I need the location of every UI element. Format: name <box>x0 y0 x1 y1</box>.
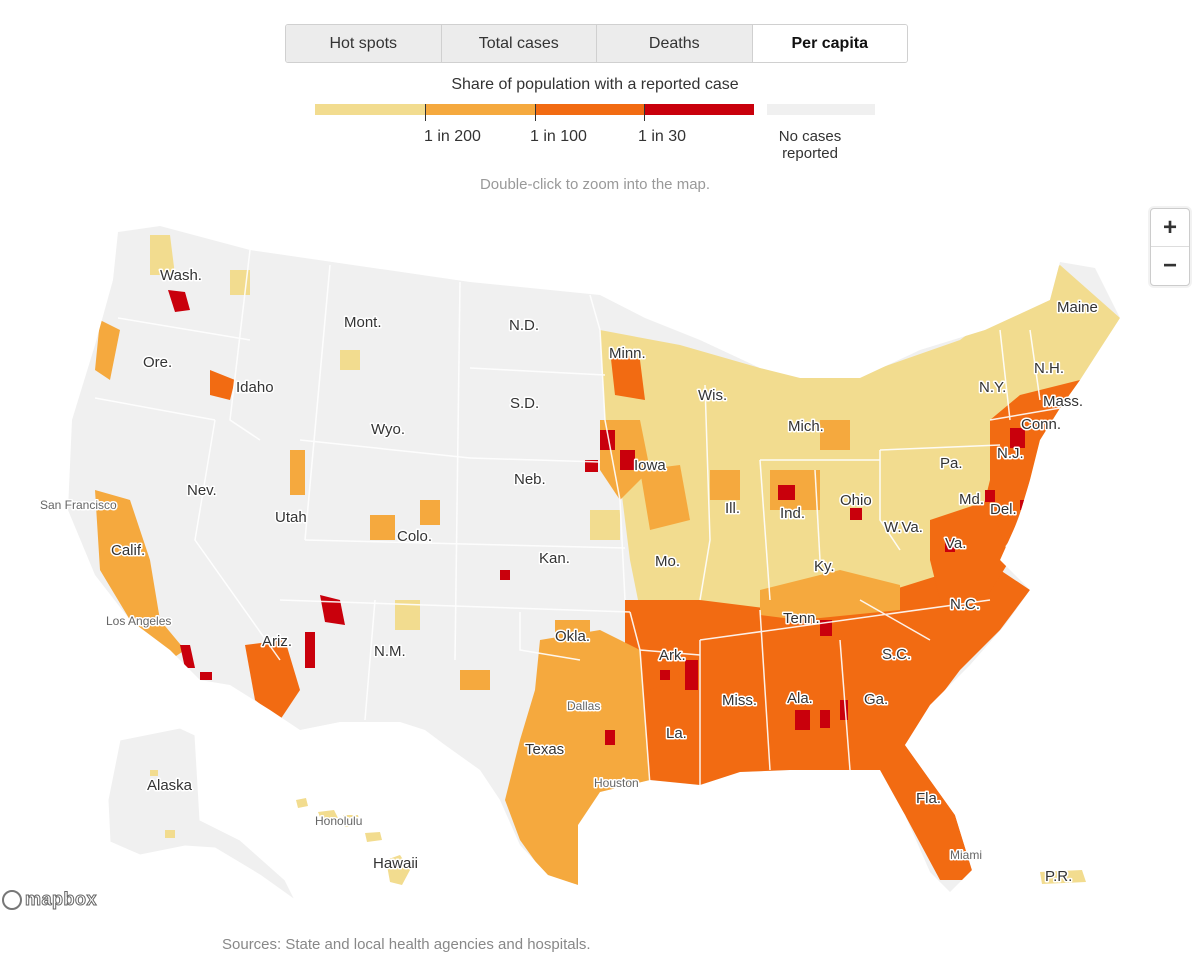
legend-swatch-no-data <box>767 104 875 115</box>
state-label: Va. <box>945 535 966 552</box>
zoom-in-button[interactable]: + <box>1151 209 1189 247</box>
city-label: Honolulu <box>315 814 362 828</box>
state-label: Mont. <box>344 314 382 331</box>
state-label: S.C. <box>882 646 911 663</box>
state-label: N.C. <box>950 596 980 613</box>
state-label: Hawaii <box>373 855 418 872</box>
contiguous-us <box>68 226 1120 892</box>
state-label: Minn. <box>609 345 646 362</box>
source-note: Sources: State and local health agencies… <box>222 936 591 953</box>
legend-title: Share of population with a reported case <box>451 76 739 93</box>
mapbox-logo-text: mapbox <box>24 889 98 910</box>
state-label: Nev. <box>187 482 217 499</box>
state-label: Conn. <box>1021 416 1061 433</box>
state-label: Mo. <box>655 553 680 570</box>
state-label: Utah <box>275 509 307 526</box>
state-label: N.M. <box>374 643 406 660</box>
state-label: N.D. <box>509 317 539 334</box>
state-labels: Wash. Mont. N.D. Minn. Maine Ore. Idaho … <box>110 266 1100 887</box>
legend-no-data-label: No cases reported <box>778 128 842 162</box>
state-label: Kan. <box>539 550 570 567</box>
alaska-region <box>107 727 296 901</box>
state-label: Ky. <box>814 558 835 575</box>
state-label: Ore. <box>143 354 172 371</box>
state-label: Okla. <box>555 628 590 645</box>
state-label: Maine <box>1057 299 1098 316</box>
state-label: Wash. <box>160 267 202 284</box>
zoom-hint: Double-click to zoom into the map. <box>479 176 711 193</box>
state-label: Alaska <box>147 777 193 794</box>
legend-tick <box>425 104 426 121</box>
tab-deaths[interactable]: Deaths <box>597 25 753 62</box>
legend-tick <box>644 104 645 121</box>
legend-tick <box>535 104 536 121</box>
state-label: W.Va. <box>884 519 923 536</box>
state-label: Ind. <box>780 505 805 522</box>
tab-total-cases[interactable]: Total cases <box>441 25 597 62</box>
state-label: Fla. <box>916 790 941 807</box>
state-label: Wyo. <box>371 421 405 438</box>
state-label: N.H. <box>1034 360 1064 377</box>
legend-swatch-high <box>535 104 644 115</box>
city-label: Los Angeles <box>106 614 171 628</box>
state-label: Ariz. <box>262 633 292 650</box>
state-label: Ill. <box>725 500 740 517</box>
state-label: Mass. <box>1043 393 1083 410</box>
state-label: Md. <box>959 491 984 508</box>
hawaii-region <box>296 798 410 885</box>
legend-swatch-highest <box>644 104 754 115</box>
legend-tick-label: 1 in 30 <box>638 128 687 145</box>
state-label: Ark. <box>659 647 686 664</box>
city-label: Miami <box>950 848 982 862</box>
state-label: Ala. <box>787 690 813 707</box>
city-label: San Francisco <box>40 498 117 512</box>
legend-swatch-lowest <box>315 104 425 115</box>
mapbox-logo[interactable]: mapbox <box>2 889 97 910</box>
state-label: P.R. <box>1045 868 1072 885</box>
state-label: Idaho <box>236 379 274 396</box>
city-label: Dallas <box>567 699 600 713</box>
state-label: Texas <box>525 741 564 758</box>
legend-tick-label: 1 in 100 <box>530 128 587 145</box>
tab-per-capita[interactable]: Per capita <box>752 25 907 62</box>
state-label: N.Y. <box>979 379 1006 396</box>
tab-hot-spots[interactable]: Hot spots <box>286 25 442 62</box>
state-label: Iowa <box>634 457 666 474</box>
state-label: S.D. <box>510 395 539 412</box>
map-view-tabs: Hot spots Total cases Deaths Per capita <box>285 24 908 63</box>
zoom-out-button[interactable]: − <box>1162 251 1177 279</box>
state-label: Del. <box>990 501 1017 518</box>
state-label: Ga. <box>864 691 888 708</box>
state-label: Tenn. <box>783 610 820 627</box>
state-label: Pa. <box>940 455 963 472</box>
state-label: N.J. <box>997 445 1024 462</box>
state-label: Neb. <box>514 471 546 488</box>
state-label: Mich. <box>788 418 824 435</box>
us-map[interactable]: Wash. Mont. N.D. Minn. Maine Ore. Idaho … <box>0 200 1200 930</box>
state-label: Miss. <box>722 692 757 709</box>
city-labels: San Francisco Los Angeles Dallas Houston… <box>39 497 984 864</box>
state-label: Wis. <box>698 387 727 404</box>
zoom-control: + − <box>1150 208 1190 286</box>
state-label: Colo. <box>397 528 432 545</box>
state-label: Calif. <box>111 542 145 559</box>
mapbox-logo-icon <box>2 889 22 910</box>
state-label: Ohio <box>840 492 872 509</box>
state-label: La. <box>666 725 687 742</box>
city-label: Houston <box>594 776 639 790</box>
puerto-rico-region <box>1040 870 1086 884</box>
legend-tick-label: 1 in 200 <box>424 128 481 145</box>
legend-swatch-low <box>425 104 535 115</box>
